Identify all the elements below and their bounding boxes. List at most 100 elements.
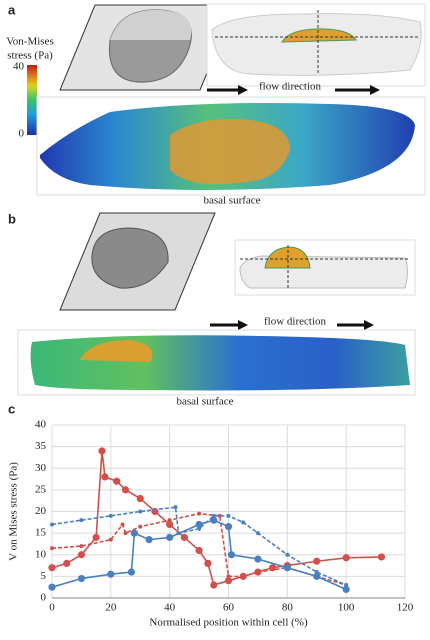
- point: [241, 520, 246, 525]
- point: [313, 557, 321, 565]
- panel-label: b: [8, 211, 16, 226]
- panel-label: a: [8, 2, 16, 17]
- flow-label: flow direction: [259, 81, 322, 93]
- point: [77, 551, 86, 559]
- point: [166, 520, 174, 529]
- point: [166, 533, 174, 542]
- point: [255, 531, 260, 536]
- point: [98, 447, 106, 455]
- point: [285, 552, 290, 557]
- x-tick-label: 100: [338, 602, 355, 614]
- point: [48, 583, 56, 591]
- point: [127, 568, 136, 576]
- series-line: [51, 506, 347, 586]
- x-tick-label: 120: [397, 602, 414, 614]
- point: [138, 509, 143, 514]
- y-tick-label: 0: [41, 592, 47, 604]
- stress-patch: [170, 119, 290, 185]
- point: [226, 574, 231, 579]
- point: [63, 559, 71, 568]
- point: [136, 494, 144, 503]
- point: [255, 570, 260, 575]
- point: [77, 574, 86, 583]
- point: [79, 544, 84, 549]
- point: [224, 577, 233, 585]
- colorbar-max: 40: [13, 61, 25, 73]
- cell-basal: [30, 335, 411, 391]
- point: [344, 583, 349, 588]
- point: [50, 522, 54, 527]
- colorbar-title: Von-Mises: [6, 36, 53, 48]
- point: [254, 555, 262, 563]
- point: [101, 473, 109, 481]
- point: [173, 505, 178, 510]
- y-tick-label: 5: [41, 570, 47, 582]
- point: [241, 574, 246, 579]
- y-tick-label: 25: [35, 483, 47, 495]
- y-axis-title: V on Mises stress (Pa): [8, 462, 20, 561]
- point: [92, 533, 100, 542]
- point: [50, 546, 54, 551]
- cell-side: [239, 255, 408, 289]
- point: [211, 513, 216, 518]
- point: [130, 529, 138, 537]
- point: [180, 533, 188, 542]
- flow-label: flow direction: [264, 316, 327, 328]
- point: [108, 537, 113, 542]
- point: [197, 511, 202, 516]
- point: [377, 553, 386, 561]
- x-tick-label: 40: [164, 602, 176, 614]
- x-tick-label: 60: [223, 602, 235, 614]
- point: [108, 513, 113, 518]
- basal-label: basal surface: [203, 195, 260, 207]
- point: [113, 477, 121, 485]
- basal-label: basal surface: [176, 396, 233, 408]
- point: [107, 570, 115, 578]
- colorbar-min: 0: [19, 128, 25, 140]
- x-tick-label: 20: [105, 602, 117, 614]
- y-tick-label: 30: [35, 462, 47, 474]
- point: [313, 572, 321, 580]
- stress-patch: [80, 340, 153, 362]
- y-tick-label: 10: [35, 548, 47, 560]
- point: [210, 581, 218, 589]
- x-tick-label: 0: [49, 602, 55, 614]
- chart: 0 5 10 15 20 25 30 35 40 0 20 40 60 80 100 120 Normalise…: [8, 419, 414, 629]
- cell-side: [211, 13, 422, 76]
- point: [227, 551, 236, 559]
- arrows: [207, 85, 380, 95]
- point: [120, 522, 125, 527]
- x-axis-title: Normalised position within cell (%): [149, 617, 308, 629]
- point: [224, 523, 233, 531]
- point: [48, 564, 56, 572]
- cell-3d: [91, 227, 169, 289]
- y-tick-label: 35: [35, 440, 47, 452]
- point: [167, 518, 172, 523]
- colorbar: [27, 65, 37, 135]
- point: [195, 546, 203, 555]
- x-tick-label: 80: [282, 602, 294, 614]
- point: [145, 536, 153, 544]
- colorbar-title: stress (Pa): [7, 50, 53, 62]
- point: [342, 585, 350, 593]
- point: [314, 570, 319, 575]
- point: [342, 554, 350, 562]
- point: [79, 518, 84, 523]
- point: [121, 486, 130, 494]
- arrows: [210, 320, 374, 330]
- point: [226, 513, 231, 518]
- y-tick-label: 20: [35, 505, 47, 517]
- point: [283, 564, 291, 572]
- point: [197, 526, 202, 531]
- contact-patch: [281, 28, 357, 43]
- cell-top: [110, 9, 192, 40]
- point: [123, 531, 128, 536]
- point: [217, 513, 222, 518]
- point: [204, 559, 212, 568]
- y-tick-label: 40: [35, 419, 47, 431]
- panel-label: c: [8, 401, 15, 416]
- point: [138, 524, 143, 529]
- point: [176, 531, 181, 536]
- y-tick-label: 15: [35, 527, 47, 539]
